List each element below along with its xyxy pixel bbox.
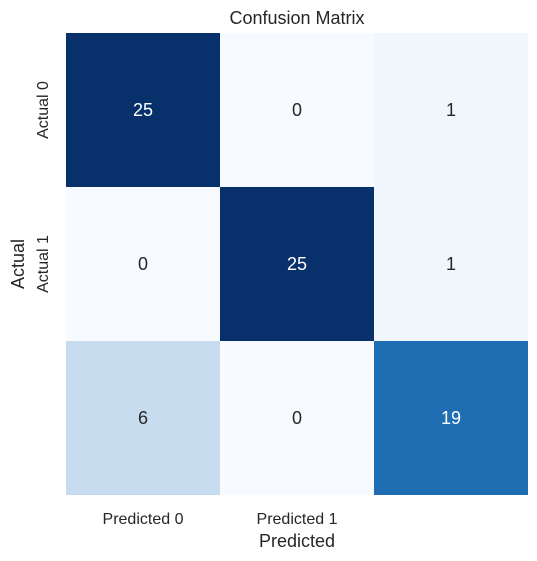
cell-value-r2-c2: 19: [441, 408, 461, 428]
x-tick-labels: Predicted 0 Predicted 1: [103, 511, 338, 528]
cell-value-r2-c0: 6: [138, 408, 148, 428]
y-axis-label: Actual: [8, 239, 28, 289]
cell-value-r2-c1: 0: [292, 408, 302, 428]
y-tick-label-1: Actual 1: [35, 235, 52, 293]
x-tick-label-1: Predicted 1: [257, 511, 338, 528]
cell-value-r1-c0: 0: [138, 254, 148, 274]
cell-value-r0-c0: 25: [133, 100, 153, 120]
y-tick-label-0: Actual 0: [35, 81, 52, 139]
x-axis-label: Predicted: [259, 531, 335, 551]
cell-value-r1-c1: 25: [287, 254, 307, 274]
heatmap-cell-r0-c1: [220, 33, 374, 187]
heatmap-cell-r1-c1: [220, 187, 374, 341]
heatmap-cell-r2-c1: [220, 341, 374, 495]
heatmap-cell-r0-c2: [374, 33, 528, 187]
heatmap-cell-r1-c0: [66, 187, 220, 341]
heatmap-cell-labels: 25 0 1 0 25 1 6 0 19: [133, 100, 461, 428]
cell-value-r0-c1: 0: [292, 100, 302, 120]
cell-value-r1-c2: 1: [446, 254, 456, 274]
chart-title: Confusion Matrix: [229, 8, 364, 28]
heatmap-cell-r2-c0: [66, 341, 220, 495]
heatmap-cell-r2-c2: [374, 341, 528, 495]
heatmap-cell-r0-c0: [66, 33, 220, 187]
x-tick-label-0: Predicted 0: [103, 511, 184, 528]
y-tick-labels: Actual 0 Actual 1: [35, 81, 52, 293]
cell-value-r0-c2: 1: [446, 100, 456, 120]
heatmap-cells: [66, 33, 528, 495]
heatmap-cell-r1-c2: [374, 187, 528, 341]
